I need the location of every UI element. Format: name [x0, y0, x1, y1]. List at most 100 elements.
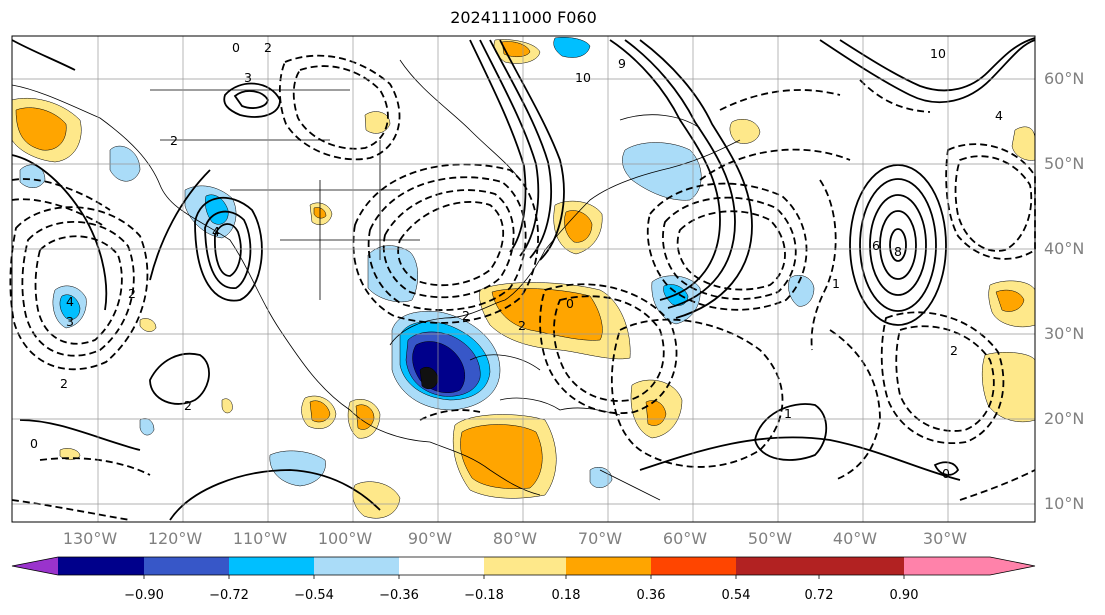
blue-anomaly-hawaii — [139, 418, 155, 436]
contour-label: 2 — [462, 308, 470, 323]
orange-anomaly-east — [981, 352, 1036, 423]
colorbar-tick-label: −0.54 — [294, 588, 334, 603]
colorbar-tick-label: −0.90 — [124, 588, 164, 603]
orange-anomaly-midatl — [729, 119, 761, 144]
dashed-contours-layer — [9, 54, 1036, 521]
dashed-low-pacific-north — [11, 178, 111, 227]
contour-high-rockies — [194, 196, 263, 302]
contour-label: 3 — [244, 70, 252, 85]
colorbar-tick-label: 0.36 — [637, 588, 666, 603]
contour-label: 2 — [128, 286, 136, 301]
lon-label: 30°W — [923, 529, 967, 548]
colorbar: −0.90 −0.72 −0.54 −0.36 −0.18 0.18 0.36 … — [11, 556, 1036, 603]
lat-label: 30°N — [1044, 324, 1084, 343]
lat-label: 50°N — [1044, 154, 1084, 173]
contour-label: 2 — [60, 376, 68, 391]
colorbar-segment — [399, 557, 484, 575]
contour-high-pacific-nw — [223, 82, 281, 118]
blue-anomaly-newengland — [622, 142, 702, 201]
colorbar-segment — [314, 557, 399, 575]
contour-low-tropical — [754, 403, 828, 461]
lon-label: 120°W — [148, 529, 203, 548]
dashed-low-pacific — [34, 235, 123, 345]
colorbar-tick-label: −0.72 — [209, 588, 249, 603]
contour-label: 2 — [950, 343, 958, 358]
contour-label: 1 — [832, 276, 840, 291]
blue-anomaly-midatl — [788, 275, 815, 307]
lat-label: 40°N — [1044, 239, 1084, 258]
contour-label: 0 — [942, 466, 950, 481]
contour-label: 9 — [618, 56, 626, 71]
lon-label: 110°W — [233, 529, 288, 548]
lon-labels: 130°W 120°W 110°W 100°W 90°W 80°W 70°W 6… — [63, 529, 967, 548]
lon-label: 100°W — [318, 529, 373, 548]
lon-label: 130°W — [63, 529, 118, 548]
colorbar-tick-label: 0.18 — [552, 588, 581, 603]
colorbar-tick-label: 0.90 — [890, 588, 919, 603]
orange-anomaly-caribbean-inner — [460, 424, 543, 489]
contour-ridge-ne-far — [819, 39, 1036, 104]
lon-label: 40°W — [833, 529, 877, 548]
contour-label: 0 — [232, 40, 240, 55]
contour-ridge-east — [499, 39, 565, 261]
contour-ridge-northeast — [609, 39, 721, 301]
contour-label: 4 — [66, 294, 74, 309]
contour-label: 0 — [30, 436, 38, 451]
colorbar-segment — [819, 557, 904, 575]
shaded-anomaly-layer — [11, 37, 1036, 519]
blue-anomaly-pacific-inner — [59, 294, 81, 320]
colorbar-tick-label: 0.72 — [805, 588, 834, 603]
colorbar-segment — [58, 557, 144, 575]
contour-label: 2 — [264, 40, 272, 55]
lon-label: 60°W — [663, 529, 707, 548]
orange-anomaly-newengland-inner — [564, 210, 593, 243]
contour-labels: 0 2 3 10 9 10 2 2 4 6 8 4 3 2 2 2 1 0 1 … — [30, 40, 1003, 481]
contour-label: 4 — [212, 224, 220, 239]
lat-labels: 60°N 50°N 40°N 30°N 20°N 10°N — [1044, 69, 1084, 513]
contour-label: 2 — [170, 133, 178, 148]
map-frame — [11, 35, 1036, 523]
plot-title: 2024111000 F060 — [450, 8, 597, 27]
contour-sw — [169, 469, 381, 521]
orange-anomaly-sa — [352, 481, 401, 519]
orange-anomaly-east2-inner — [995, 289, 1025, 312]
orange-anomaly-west — [221, 398, 233, 414]
blue-anomaly-alaska2 — [19, 164, 46, 188]
orange-anomaly-southeast-inner — [491, 288, 603, 341]
contour-label: 10 — [575, 70, 591, 85]
orange-anomaly-alaska-inner — [15, 107, 67, 151]
lon-label: 70°W — [578, 529, 622, 548]
dashed-low-atlantic-se — [895, 325, 995, 432]
colorbar-segment — [484, 557, 566, 575]
colorbar-segment — [651, 557, 736, 575]
colorbar-tick-label: 0.54 — [722, 588, 751, 603]
colorbar-extend-low — [12, 557, 58, 575]
contour-label: 3 — [66, 314, 74, 329]
lon-label: 80°W — [493, 529, 537, 548]
lon-label: 90°W — [408, 529, 452, 548]
lon-label: 50°W — [748, 529, 792, 548]
orange-anomaly-pacific-small — [139, 318, 157, 332]
lat-label: 10°N — [1044, 494, 1084, 513]
lat-label: 20°N — [1044, 409, 1084, 428]
contour-label: 10 — [930, 46, 946, 61]
graticule — [12, 36, 1035, 522]
orange-anomaly-mexico-inner — [309, 400, 331, 423]
contour-label: 0 — [566, 296, 574, 311]
dashed-low-canada — [292, 65, 389, 150]
contour-label: 2 — [518, 318, 526, 333]
dashed-se-trough — [610, 318, 784, 468]
contour-high-atlantic — [849, 164, 947, 326]
contour-label: 4 — [995, 108, 1003, 123]
orange-anomaly-canada — [364, 111, 391, 134]
dashed-tropical — [553, 295, 665, 402]
lat-label: 60°N — [1044, 69, 1084, 88]
colorbar-tick-label: −0.18 — [464, 588, 504, 603]
orange-anomaly-yucatan-inner — [355, 404, 375, 430]
blue-anomaly-sa — [589, 467, 613, 488]
colorbar-segment — [229, 557, 314, 575]
coastlines-layer — [11, 59, 741, 501]
blue-anomaly-mexico — [269, 450, 326, 487]
contour-label: 6 — [872, 238, 880, 253]
